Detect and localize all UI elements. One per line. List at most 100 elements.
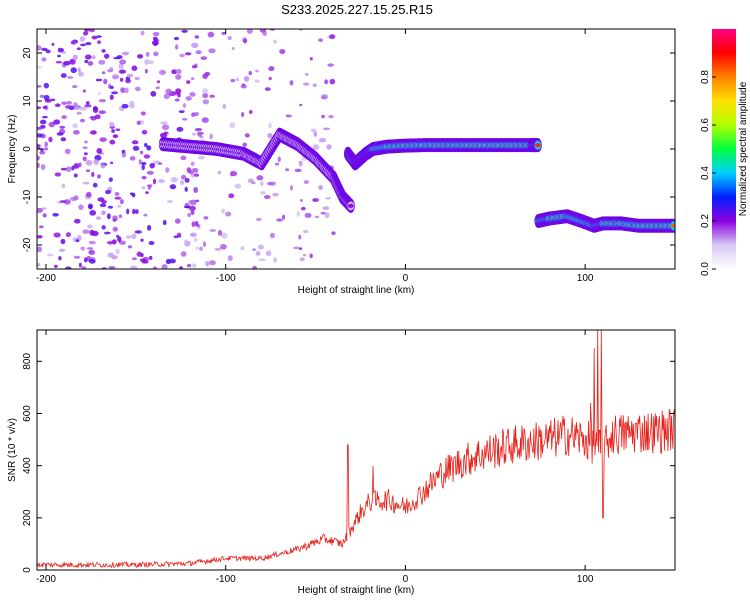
heatmap-cell xyxy=(144,59,149,65)
heatmap-cell xyxy=(302,229,309,234)
heatmap-cell xyxy=(300,206,306,211)
heatmap-cell xyxy=(37,133,43,138)
heatmap-cell xyxy=(66,76,74,79)
colorbar-tick-label: 0.2 xyxy=(700,214,711,228)
heatmap-cell xyxy=(157,179,165,183)
heatmap-cell xyxy=(110,161,114,165)
heatmap-cell xyxy=(88,240,96,245)
heatmap-cell xyxy=(141,129,148,135)
heatmap-cell xyxy=(88,258,96,264)
heatmap-cell xyxy=(148,241,155,246)
heatmap-cell xyxy=(322,206,330,210)
heatmap-cell xyxy=(221,208,225,214)
heatmap-cell xyxy=(264,195,271,200)
heatmap-cell xyxy=(134,230,142,234)
heatmap-cell xyxy=(89,229,95,236)
heatmap-cell xyxy=(318,185,323,190)
heatmap-cell xyxy=(119,59,127,65)
heatmap-cell xyxy=(246,29,253,34)
heatmap-cell xyxy=(79,36,86,42)
heatmap-cell xyxy=(155,86,160,90)
heatmap-cell xyxy=(90,130,97,135)
heatmap-cell xyxy=(46,253,54,257)
heatmap-cell xyxy=(207,31,215,38)
heatmap-cell xyxy=(252,248,257,251)
heatmap-cell xyxy=(268,76,272,81)
heatmap-cell xyxy=(112,226,118,232)
heatmap-cell xyxy=(258,244,264,250)
heatmap-cell xyxy=(289,80,294,86)
heatmap-cell xyxy=(60,167,68,171)
y-tick-label: 10 xyxy=(22,95,33,107)
heatmap-cell xyxy=(37,162,40,169)
colorbar-gradient xyxy=(712,29,736,269)
heatmap-cell xyxy=(230,171,238,177)
heatmap-cell xyxy=(108,266,116,269)
heatmap-cell xyxy=(131,65,138,71)
heatmap-cell xyxy=(191,263,197,268)
heatmap-cell xyxy=(166,200,174,204)
heatmap-cell xyxy=(95,78,103,82)
heatmap-cell xyxy=(255,251,261,256)
heatmap-cell xyxy=(84,54,92,60)
heatmap-cell xyxy=(161,264,168,269)
heatmap-cell xyxy=(105,189,111,195)
heatmap-cell xyxy=(309,57,313,61)
heatmap-cell xyxy=(209,94,216,98)
heatmap-cell xyxy=(286,114,293,118)
heatmap-cell xyxy=(171,69,178,75)
heatmap-cell xyxy=(175,68,182,74)
colorbar: 0.0 0.2 0.4 0.6 0.8 Normalized spectral ampl… xyxy=(700,29,749,276)
heatmap-cell xyxy=(99,137,107,142)
heatmap-cell xyxy=(277,156,281,163)
heatmap-cell xyxy=(178,110,185,114)
heatmap-cell xyxy=(320,211,326,215)
heatmap-cell xyxy=(329,34,336,40)
heatmap-cell xyxy=(37,45,42,51)
heatmap-cell xyxy=(190,161,195,166)
heatmap-cell xyxy=(65,166,72,173)
heatmap-cell xyxy=(91,35,98,40)
heatmap-cell xyxy=(329,78,336,85)
heatmap-cell xyxy=(75,239,80,243)
heatmap-cell xyxy=(208,48,216,54)
heatmap-cell xyxy=(152,39,159,46)
heatmap-cell xyxy=(220,232,228,239)
heatmap-cell xyxy=(84,59,89,64)
heatmap-cell xyxy=(37,85,42,88)
y-tick-label: -10 xyxy=(22,189,33,204)
heatmap-cell xyxy=(103,53,110,59)
heatmap-cell xyxy=(118,69,127,74)
heatmap-cell xyxy=(111,74,120,80)
heatmap-cell xyxy=(200,56,208,60)
heatmap-cell xyxy=(187,212,191,218)
heatmap-cell xyxy=(254,79,260,83)
heatmap-cell xyxy=(57,47,63,53)
heatmap-cell xyxy=(109,121,115,128)
heatmap-cell xyxy=(197,132,203,137)
heatmap-cell xyxy=(313,131,317,137)
heatmap-cell xyxy=(285,168,290,172)
heatmap-cell xyxy=(186,167,192,173)
heatmap-cell xyxy=(57,54,61,58)
heatmap-cell xyxy=(73,218,81,224)
heatmap-cell xyxy=(299,257,305,262)
heatmap-cell xyxy=(96,35,102,38)
heatmap-cell xyxy=(81,266,87,269)
heatmap-cell xyxy=(194,127,203,132)
heatmap-cell xyxy=(219,243,227,250)
heatmap-cell xyxy=(77,67,81,73)
heatmap-cell xyxy=(185,96,192,101)
y-tick-label: 0 xyxy=(22,567,33,573)
heatmap-cell xyxy=(131,257,137,261)
heatmap-cell xyxy=(141,161,147,166)
heatmap-cell xyxy=(191,65,197,69)
heatmap-cell xyxy=(101,49,106,53)
heatmap-cell xyxy=(312,198,320,203)
heatmap-cell xyxy=(248,110,253,114)
heatmap-cell xyxy=(152,178,157,185)
heatmap-cell xyxy=(194,112,199,117)
heatmap-cell xyxy=(158,162,163,165)
heatmap-cell xyxy=(242,142,247,147)
heatmap-cell xyxy=(84,152,88,156)
